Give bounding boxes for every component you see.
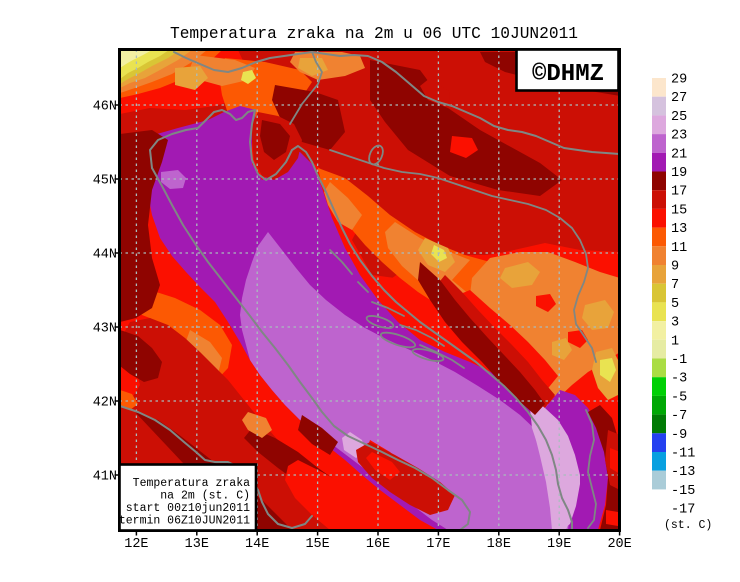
svg-text:29: 29 bbox=[671, 73, 687, 88]
svg-text:-5: -5 bbox=[671, 390, 687, 405]
svg-text:na 2m (st. C): na 2m (st. C) bbox=[160, 490, 250, 503]
svg-text:-3: -3 bbox=[671, 372, 687, 387]
svg-text:17: 17 bbox=[671, 185, 687, 200]
svg-text:©DHMZ: ©DHMZ bbox=[532, 61, 604, 88]
svg-text:-11: -11 bbox=[671, 447, 695, 462]
svg-text:13: 13 bbox=[671, 222, 687, 237]
svg-text:27: 27 bbox=[671, 91, 687, 106]
svg-text:3: 3 bbox=[671, 316, 679, 331]
svg-text:-15: -15 bbox=[671, 484, 695, 499]
svg-text:42N: 42N bbox=[93, 396, 117, 411]
svg-text:15E: 15E bbox=[305, 537, 329, 552]
svg-text:19: 19 bbox=[671, 166, 687, 181]
svg-text:12E: 12E bbox=[124, 537, 148, 552]
svg-text:46N: 46N bbox=[93, 100, 117, 115]
svg-text:11: 11 bbox=[671, 241, 687, 256]
svg-text:19E: 19E bbox=[547, 537, 571, 552]
svg-text:7: 7 bbox=[671, 278, 679, 293]
svg-text:23: 23 bbox=[671, 129, 687, 144]
svg-text:5: 5 bbox=[671, 297, 679, 312]
svg-text:44N: 44N bbox=[93, 248, 117, 263]
svg-text:-1: -1 bbox=[671, 353, 687, 368]
svg-text:-7: -7 bbox=[671, 409, 687, 424]
svg-text:13E: 13E bbox=[185, 537, 209, 552]
svg-text:41N: 41N bbox=[93, 470, 117, 485]
svg-text:-17: -17 bbox=[671, 503, 695, 518]
svg-text:20E: 20E bbox=[607, 537, 631, 552]
svg-text:(st. C): (st. C) bbox=[664, 519, 712, 532]
svg-text:21: 21 bbox=[671, 147, 687, 162]
svg-text:18E: 18E bbox=[487, 537, 511, 552]
svg-text:16E: 16E bbox=[366, 537, 390, 552]
svg-text:43N: 43N bbox=[93, 322, 117, 337]
svg-text:45N: 45N bbox=[93, 174, 117, 189]
svg-text:15: 15 bbox=[671, 203, 687, 218]
svg-text:17E: 17E bbox=[426, 537, 450, 552]
svg-text:-9: -9 bbox=[671, 428, 687, 443]
svg-text:start 00z10jun2011: start 00z10jun2011 bbox=[126, 502, 250, 515]
svg-text:Temperatura zraka na 2m u 06 U: Temperatura zraka na 2m u 06 UTC 10JUN20… bbox=[170, 25, 578, 43]
svg-text:9: 9 bbox=[671, 260, 679, 275]
svg-text:25: 25 bbox=[671, 110, 687, 125]
svg-text:-13: -13 bbox=[671, 465, 695, 480]
svg-text:1: 1 bbox=[671, 334, 679, 349]
svg-text:Temperatura zraka: Temperatura zraka bbox=[133, 477, 250, 490]
svg-text:termin 06Z10JUN2011: termin 06Z10JUN2011 bbox=[119, 515, 250, 528]
svg-text:14E: 14E bbox=[245, 537, 269, 552]
